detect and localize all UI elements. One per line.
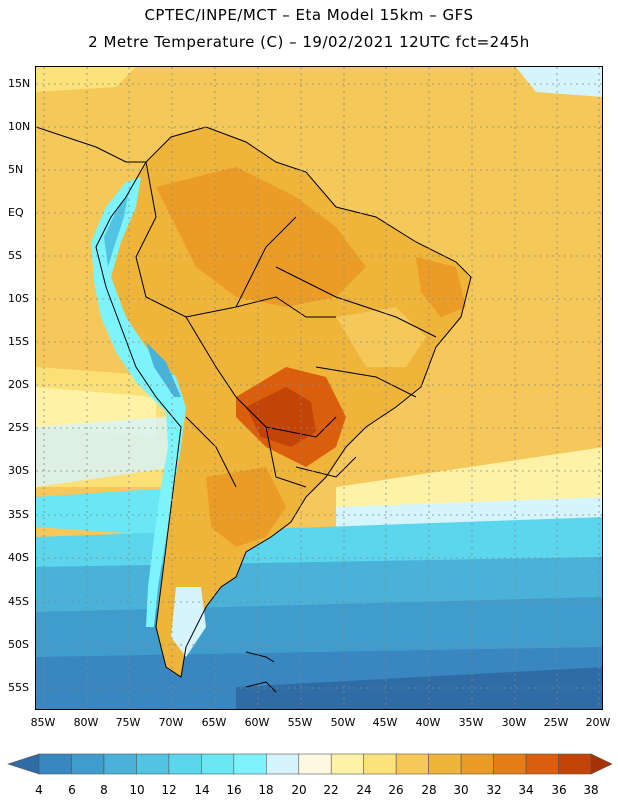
colorbar-swatch (168, 753, 202, 775)
map-title-line-2: 2 Metre Temperature (C) – 19/02/2021 12U… (88, 33, 530, 51)
colorbar-swatch (428, 753, 462, 775)
colorbar-arrow-low (7, 753, 40, 775)
lon-label: 35W (458, 716, 484, 729)
colorbar-label: 8 (100, 783, 108, 797)
lon-label: 20W (585, 716, 611, 729)
lat-label: 55S (8, 681, 29, 694)
lat-label: EQ (8, 206, 24, 219)
temperature-map-canvas (36, 67, 602, 709)
lat-label: 10N (8, 120, 31, 133)
colorbar-label: 30 (453, 783, 469, 797)
colorbar-arrow-high (590, 753, 613, 775)
lon-label: 80W (73, 716, 99, 729)
lat-label: 35S (8, 508, 29, 521)
lat-label: 20S (8, 378, 29, 391)
colorbar-label: 4 (35, 783, 43, 797)
colorbar-label: 18 (258, 783, 274, 797)
lon-label: 85W (30, 716, 56, 729)
lon-label: 30W (501, 716, 527, 729)
map-title-line-1: CPTEC/INPE/MCT – Eta Model 15km – GFS (144, 6, 474, 24)
colorbar-label: 12 (161, 783, 177, 797)
colorbar-label: 34 (518, 783, 534, 797)
colorbar-label: 14 (194, 783, 210, 797)
lon-label: 45W (372, 716, 398, 729)
colorbar-swatch (103, 753, 137, 775)
lon-label: 55W (287, 716, 313, 729)
lon-label: 25W (543, 716, 569, 729)
colorbar-label: 10 (129, 783, 145, 797)
colorbar-label: 16 (226, 783, 242, 797)
colorbar-label: 32 (486, 783, 502, 797)
colorbar-swatch (525, 753, 559, 775)
colorbar-label: 24 (356, 783, 372, 797)
lat-label: 5S (8, 249, 22, 262)
lat-label: 25S (8, 421, 29, 434)
colorbar-swatch (298, 753, 332, 775)
colorbar-swatch (136, 753, 170, 775)
colorbar-swatch (363, 753, 397, 775)
temperature-map (35, 66, 603, 710)
colorbar-swatch (395, 753, 429, 775)
colorbar-swatch (558, 753, 592, 775)
lat-label: 30S (8, 464, 29, 477)
lon-label: 60W (244, 716, 270, 729)
lat-label: 15N (8, 77, 31, 90)
colorbar-swatch (330, 753, 365, 775)
colorbar-label: 20 (291, 783, 307, 797)
colorbar-swatch (71, 753, 105, 775)
lon-label: 40W (415, 716, 441, 729)
lat-label: 5N (8, 163, 24, 176)
colorbar-label: 22 (323, 783, 339, 797)
lon-label: 70W (158, 716, 184, 729)
colorbar-swatch (201, 753, 235, 775)
colorbar-swatch (233, 753, 267, 775)
colorbar-label: 6 (68, 783, 76, 797)
colorbar-label: 28 (421, 783, 437, 797)
lat-label: 10S (8, 292, 29, 305)
colorbar-label: 26 (388, 783, 404, 797)
lon-label: 65W (201, 716, 227, 729)
lon-label: 50W (330, 716, 356, 729)
colorbar-label: 38 (583, 783, 599, 797)
colorbar (7, 753, 613, 775)
lat-label: 15S (8, 335, 29, 348)
lat-label: 45S (8, 595, 29, 608)
colorbar-swatch (265, 753, 300, 775)
colorbar-swatch (460, 753, 494, 775)
colorbar-swatch (493, 753, 527, 775)
lon-label: 75W (115, 716, 141, 729)
colorbar-swatch (38, 753, 72, 775)
lat-label: 50S (8, 638, 29, 651)
lat-label: 40S (8, 551, 29, 564)
colorbar-label: 36 (551, 783, 567, 797)
